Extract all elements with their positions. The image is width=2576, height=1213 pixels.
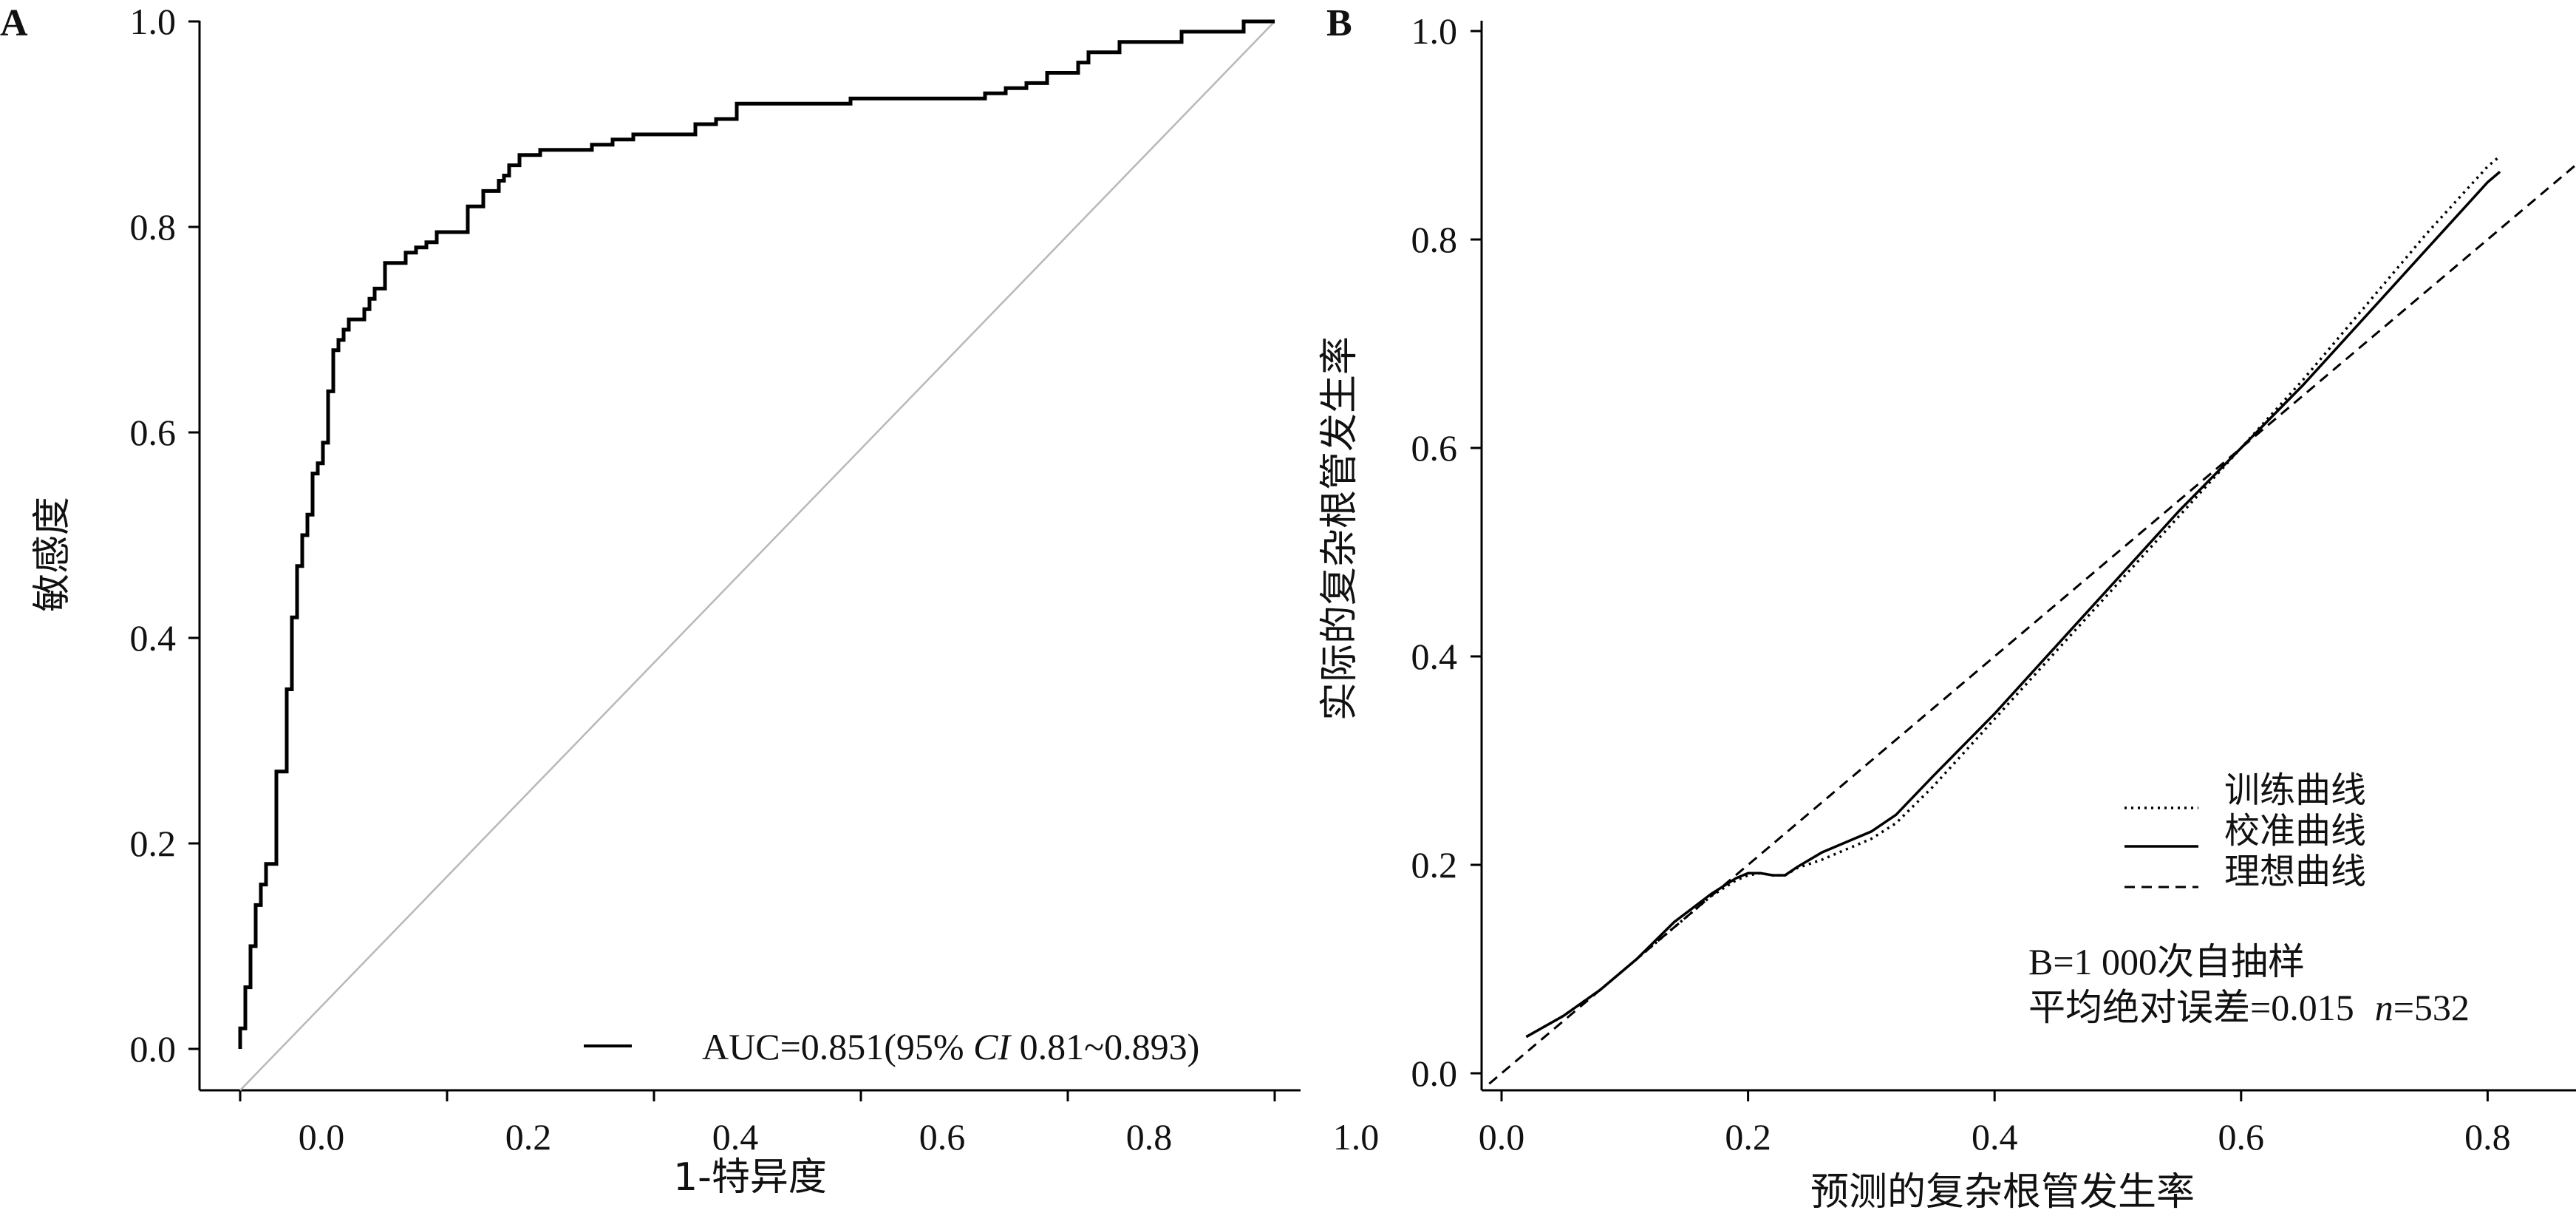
panel-b-bootstrap-note: B=1 000次自抽样: [2028, 941, 2305, 982]
panel-b-error-note: 平均绝对误差=0.015 n=532: [2028, 987, 2470, 1028]
panel-a-x-tick-label: 0.0: [299, 1116, 345, 1158]
panel-b-y-axis-title: 实际的复杂根管发生率: [1318, 336, 1362, 721]
panel-b-x-tick-label: 0.4: [1972, 1116, 2018, 1158]
panel-a-roc-curve: [238, 19, 1275, 1049]
panel-a-y-tick-label: 0.4: [130, 617, 177, 659]
panel-b-legend: 训练曲线 校准曲线 理想曲线: [2124, 769, 2366, 892]
panel-b-x-axis-title: 预测的复杂根管发生率: [1810, 1170, 2195, 1213]
panel-a-y-ticks: 0.0 0.2 0.4 0.6 0.8 1.0: [130, 1, 200, 1070]
panel-a-y-tick-label: 1.0: [130, 1, 177, 42]
panel-b-x-tick-label: 0.6: [2218, 1116, 2265, 1158]
panel-b-y-tick-label: 1.0: [1411, 10, 1458, 52]
panel-a-x-ticks: 0.0 0.2 0.4 0.6 0.8 1.0: [239, 1090, 1380, 1158]
panel-b-y-tick-label: 0.2: [1411, 844, 1458, 886]
panel-a-y-axis-title: 敏感度: [30, 497, 75, 612]
panel-b-x-tick-label: 0.2: [1725, 1116, 1771, 1158]
panel-a-x-tick-label: 0.6: [919, 1116, 966, 1158]
panel-a-legend-text: AUC=0.851(95% CI 0.81~0.893): [702, 1026, 1199, 1067]
panel-a-label: A: [0, 2, 28, 44]
panel-a-y-tick-label: 0.8: [130, 206, 177, 248]
panel-a-reference-line: [239, 21, 1275, 1091]
panel-a-x-tick-label: 0.4: [712, 1116, 759, 1158]
panel-a-y-tick-label: 0.6: [130, 412, 177, 453]
panel-b-training-curve: [1525, 154, 2501, 1039]
panel-a-x-tick-label: 0.2: [505, 1116, 552, 1158]
legend-label-calibration: 校准曲线: [2224, 810, 2366, 852]
panel-b-y-tick-label: 0.8: [1411, 219, 1458, 260]
panel-a-x-axis-title: 1-特异度: [673, 1155, 827, 1200]
panel-b-calibration-curve: [1525, 170, 2501, 1039]
panel-b-x-tick-label: 0.8: [2464, 1116, 2511, 1158]
panel-b-y-tick-label: 0.6: [1411, 427, 1458, 469]
panel-b-y-tick-label: 0.0: [1411, 1053, 1458, 1094]
panel-a: A 0.00.20.40.60.81.0 0.0 0.2 0.4 0.6 0.8 1.0 …: [0, 1, 1379, 1200]
legend-label-training: 训练曲线: [2224, 769, 2366, 811]
legend-label-ideal: 理想曲线: [2224, 851, 2366, 892]
panel-b: B 0.0 0.2 0.4 0.6 0.8 1.0 0.0 0.2 0.4 0.6 0.8 训练曲…: [1318, 2, 2576, 1213]
panel-b-y-ticks: 0.0 0.2 0.4 0.6 0.8 1.0: [1411, 10, 1482, 1094]
panel-a-x-tick-label: 1.0: [1333, 1116, 1380, 1158]
panel-b-y-tick-label: 0.4: [1411, 636, 1458, 677]
panel-a-x-tick-label: 0.8: [1126, 1116, 1173, 1158]
panel-b-x-tick-label: 0.0: [1479, 1116, 1525, 1158]
panel-a-legend: AUC=0.851(95% CI 0.81~0.893): [584, 1026, 1199, 1067]
panel-a-y-tick-label: 0.0: [130, 1028, 177, 1070]
panel-b-x-ticks: 0.0 0.2 0.4 0.6 0.8: [1479, 1090, 2511, 1158]
panel-a-y-tick-label: 0.2: [130, 823, 177, 864]
panel-b-label: B: [1326, 2, 1352, 44]
